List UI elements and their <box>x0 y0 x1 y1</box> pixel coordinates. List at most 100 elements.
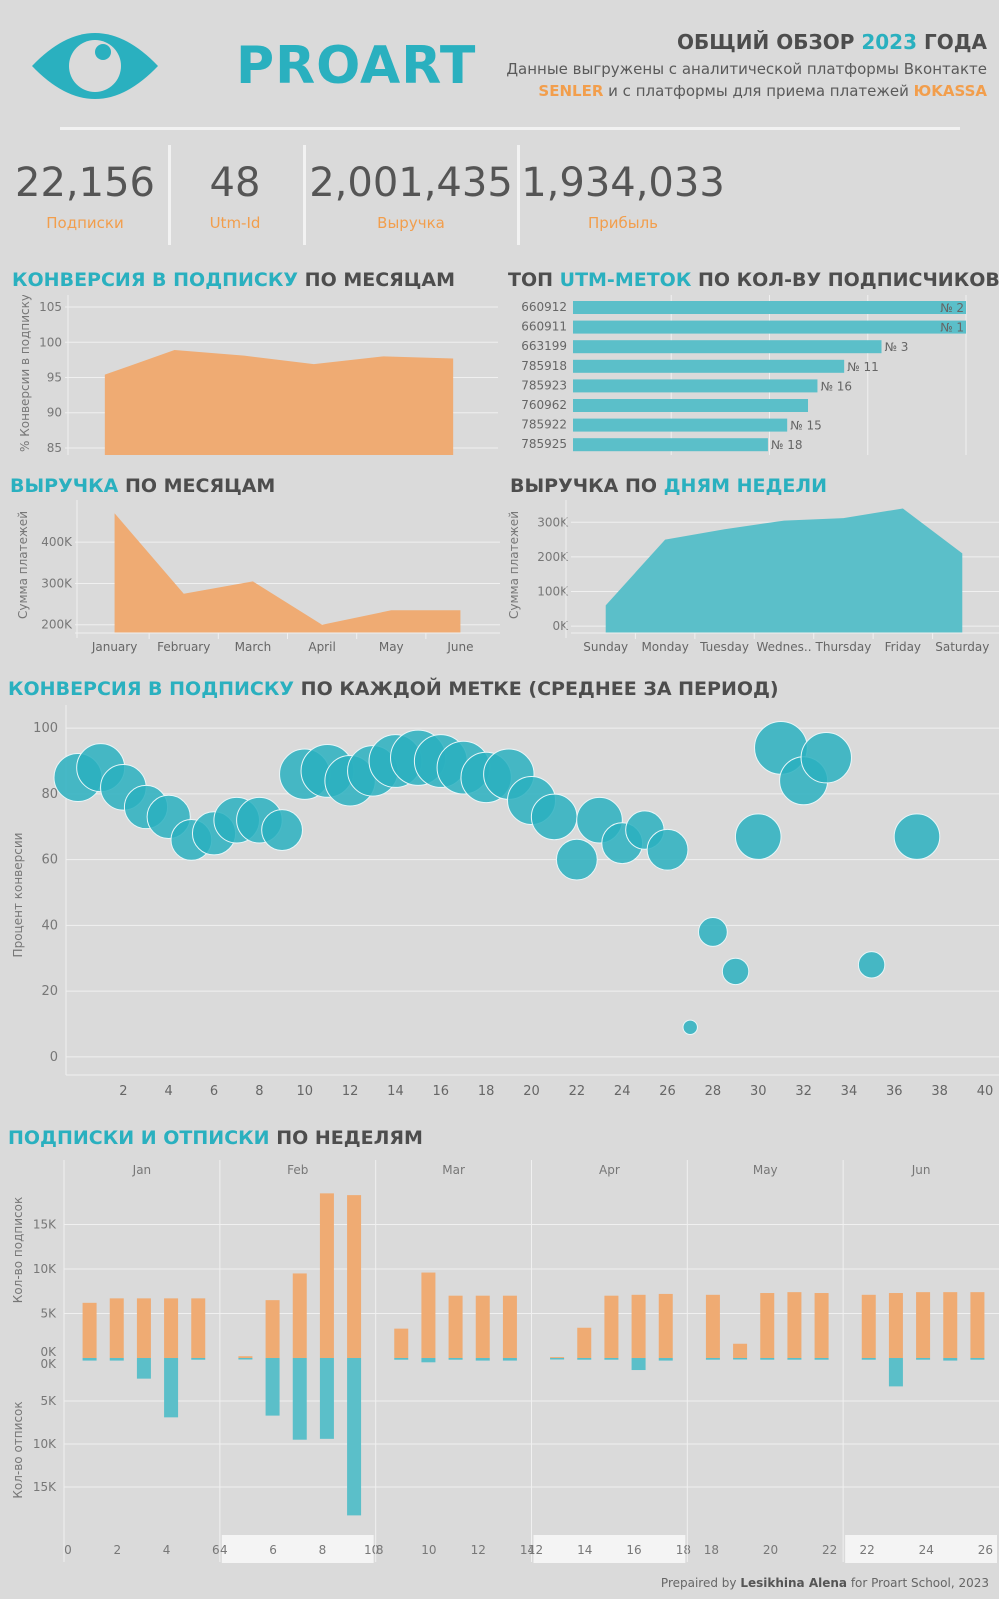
x-tick-label: 10 <box>421 1543 436 1557</box>
unsubs-bar <box>191 1358 206 1360</box>
bubble-point <box>261 809 303 851</box>
utm-rank-label: № 1 <box>940 321 964 335</box>
subs-bar <box>658 1293 673 1358</box>
page-title-text: ОБЩИЙ ОБЗОР <box>677 30 862 54</box>
x-tick-label: 0 <box>64 1543 72 1557</box>
section-title-rev-month: ВЫРУЧКА ПО МЕСЯЦАМ <box>10 475 275 497</box>
subs-bar <box>502 1295 517 1358</box>
area-series <box>104 350 454 455</box>
subs-bar <box>164 1298 179 1358</box>
x-tick-label: 16 <box>433 1084 450 1099</box>
x-tick-label: 28 <box>705 1084 722 1099</box>
x-tick-label: 26 <box>978 1543 993 1557</box>
y-tick-label: 15K <box>33 1480 57 1494</box>
unsubs-bar <box>164 1358 179 1418</box>
subs-bar <box>631 1294 646 1358</box>
y-tick-label: 15K <box>33 1218 57 1232</box>
subs-bar <box>943 1292 958 1358</box>
x-tick-label: 8 <box>376 1543 384 1557</box>
x-tick-label: Thursday <box>815 640 872 654</box>
panel-month-label: Jan <box>132 1163 152 1177</box>
utm-category-label: 663199 <box>521 339 567 353</box>
eye-logo-icon <box>32 33 158 99</box>
subs-bar <box>604 1295 619 1358</box>
subs-bar <box>916 1292 931 1358</box>
y-tick-label: 40 <box>41 918 58 933</box>
x-tick-label: 12 <box>528 1543 543 1557</box>
unsubs-bar <box>916 1358 931 1360</box>
y-tick-label: 10K <box>33 1437 57 1451</box>
bubble-point <box>682 1019 698 1035</box>
area-series <box>114 513 461 633</box>
title-accent: КОНВЕРСИЯ В ПОДПИСКУ <box>8 678 295 700</box>
utm-rank-label: № 3 <box>885 340 909 354</box>
y-tick-label: 80 <box>41 787 58 802</box>
x-tick-label: 6 <box>269 1543 277 1557</box>
senler-label: SENLER <box>538 82 604 100</box>
utm-bar <box>573 418 788 432</box>
x-tick-label: 6 <box>210 1084 218 1099</box>
utm-rank-label: № 11 <box>847 360 879 374</box>
subs-bar <box>475 1295 490 1358</box>
title-rest: ПО КАЖДОЙ МЕТКЕ (СРЕДНЕЕ ЗА ПЕРИОД) <box>294 678 779 700</box>
kpi-utm-value: 48 <box>209 160 261 206</box>
x-tick-label: April <box>308 640 335 654</box>
x-tick-label: June <box>446 640 473 654</box>
panel-month-label: May <box>753 1163 778 1177</box>
y-tick-label: 85 <box>47 441 62 455</box>
title-rest: ПО НЕДЕЛЯМ <box>269 1127 423 1149</box>
kpi-utm-label: Utm-Id <box>209 214 261 232</box>
conversion-by-month-chart: 85 90 95 100 105 % Конверсии в подписку <box>18 295 498 455</box>
y-tick-label: 300K <box>537 515 569 529</box>
subs-bar <box>448 1295 463 1358</box>
kpi-profit-label: Прибыль <box>587 214 659 232</box>
utm-rank-label: № 15 <box>790 419 822 433</box>
utm-rank-label: № 16 <box>820 379 852 393</box>
kpi-divider <box>517 145 520 245</box>
x-tick-label: 18 <box>704 1543 719 1557</box>
subs-bar <box>787 1292 802 1358</box>
utm-category-label: 785923 <box>521 378 567 392</box>
unsubs-bar <box>319 1358 334 1439</box>
unsubs-bar <box>631 1358 646 1371</box>
x-tick-label: 38 <box>931 1084 948 1099</box>
y-axis-label: Кол-во подписок <box>11 1197 25 1303</box>
page-subtitle-line2: SENLER и с платформы для приема платежей… <box>538 82 987 100</box>
x-tick-label: 12 <box>342 1084 359 1099</box>
footer-pre: Prepaired by <box>660 1576 741 1590</box>
unsubs-bar <box>733 1358 748 1360</box>
utm-category-label: 785922 <box>521 418 567 432</box>
subs-bar <box>733 1343 748 1358</box>
title-accent: ДНЯМ НЕДЕЛИ <box>663 475 828 497</box>
area-series <box>605 508 963 633</box>
unsubs-bar <box>421 1358 436 1363</box>
title-rest: ПО КОЛ-ВУ ПОДПИСЧИКОВ <box>691 269 999 291</box>
subtitle-mid: и с платформы для приема платежей <box>603 82 914 100</box>
x-tick-label: 18 <box>676 1543 691 1557</box>
x-tick-label: 34 <box>841 1084 858 1099</box>
unsubs-bar <box>502 1358 517 1361</box>
page-subtitle-line1: Данные выгружены с аналитической платфор… <box>506 60 987 78</box>
y-axis-label: Процент конверсии <box>11 833 25 958</box>
ukassa-label: ЮKASSA <box>913 82 987 100</box>
page-title-suffix: ГОДА <box>917 30 987 54</box>
subs-bar <box>550 1357 565 1359</box>
unsubs-bar <box>136 1358 151 1379</box>
x-tick-label: 12 <box>471 1543 486 1557</box>
utm-category-label: 785918 <box>521 359 567 373</box>
revenue-by-month-chart: 200K 300K 400K January February March April May… <box>16 500 500 654</box>
y-tick-label: 0 <box>50 1050 58 1065</box>
axis-band <box>221 1535 374 1563</box>
kpi-divider <box>303 145 306 245</box>
utm-category-label: 660912 <box>521 300 567 314</box>
subs-bar <box>109 1298 124 1358</box>
x-tick-label: 20 <box>763 1543 778 1557</box>
subs-bar <box>421 1272 436 1358</box>
y-tick-label: 10K <box>33 1262 57 1276</box>
unsubs-bar <box>475 1358 490 1361</box>
subs-bar <box>82 1302 97 1358</box>
unsubs-bar <box>888 1358 903 1387</box>
unsubs-bar <box>658 1358 673 1361</box>
x-tick-label: 22 <box>822 1543 837 1557</box>
